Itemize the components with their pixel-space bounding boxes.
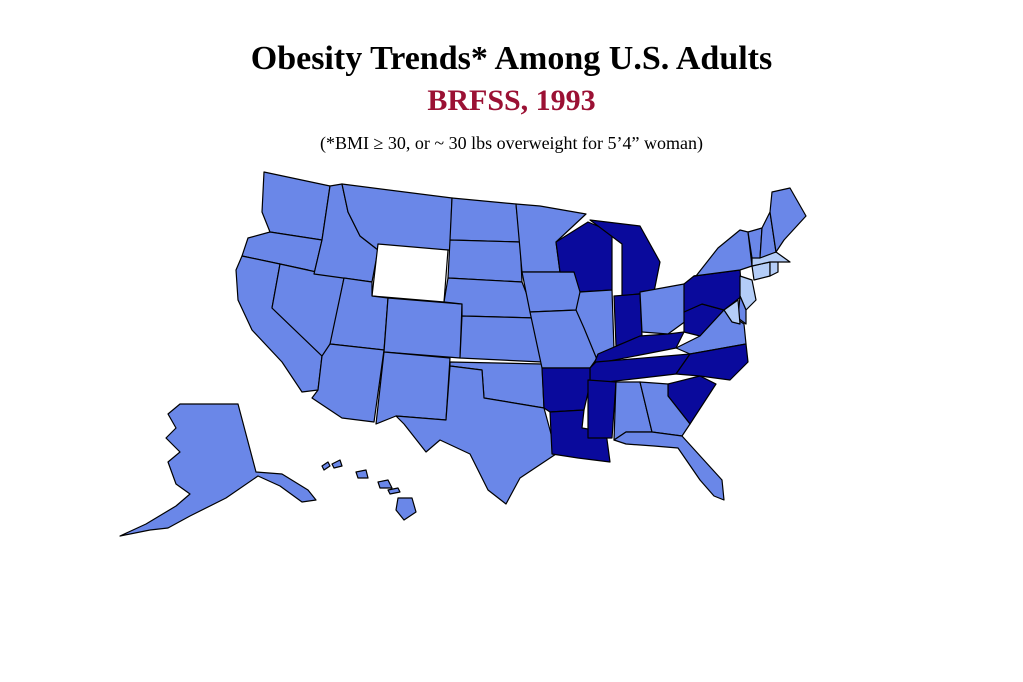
page-subtitle: BRFSS, 1993: [427, 84, 596, 117]
state-SD: [447, 239, 523, 283]
state-ME: [769, 187, 807, 253]
state-ND: [449, 197, 521, 243]
state-CO: [383, 297, 463, 359]
state-NJ: [739, 275, 757, 311]
state-KS: [459, 315, 543, 363]
bmi-footnote: (*BMI ≥ 30, or ~ 30 lbs overweight for 5…: [319, 133, 704, 153]
state-FL: [613, 431, 725, 501]
state-NY: [693, 229, 753, 277]
state-TX: [395, 365, 557, 505]
state-MD: [723, 299, 741, 325]
state-NM: [375, 351, 451, 425]
state-AK: [119, 403, 317, 537]
state-OH: [639, 283, 691, 335]
state-WY: [371, 243, 449, 303]
state-MS: [587, 379, 617, 439]
state-AR: [541, 367, 591, 413]
state-AZ: [311, 343, 385, 423]
state-LA: [549, 409, 611, 463]
state-HI: [321, 459, 417, 521]
page-title: Obesity Trends* Among U.S. Adults: [250, 40, 773, 77]
state-WA: [261, 171, 331, 241]
state-IA: [521, 271, 585, 313]
